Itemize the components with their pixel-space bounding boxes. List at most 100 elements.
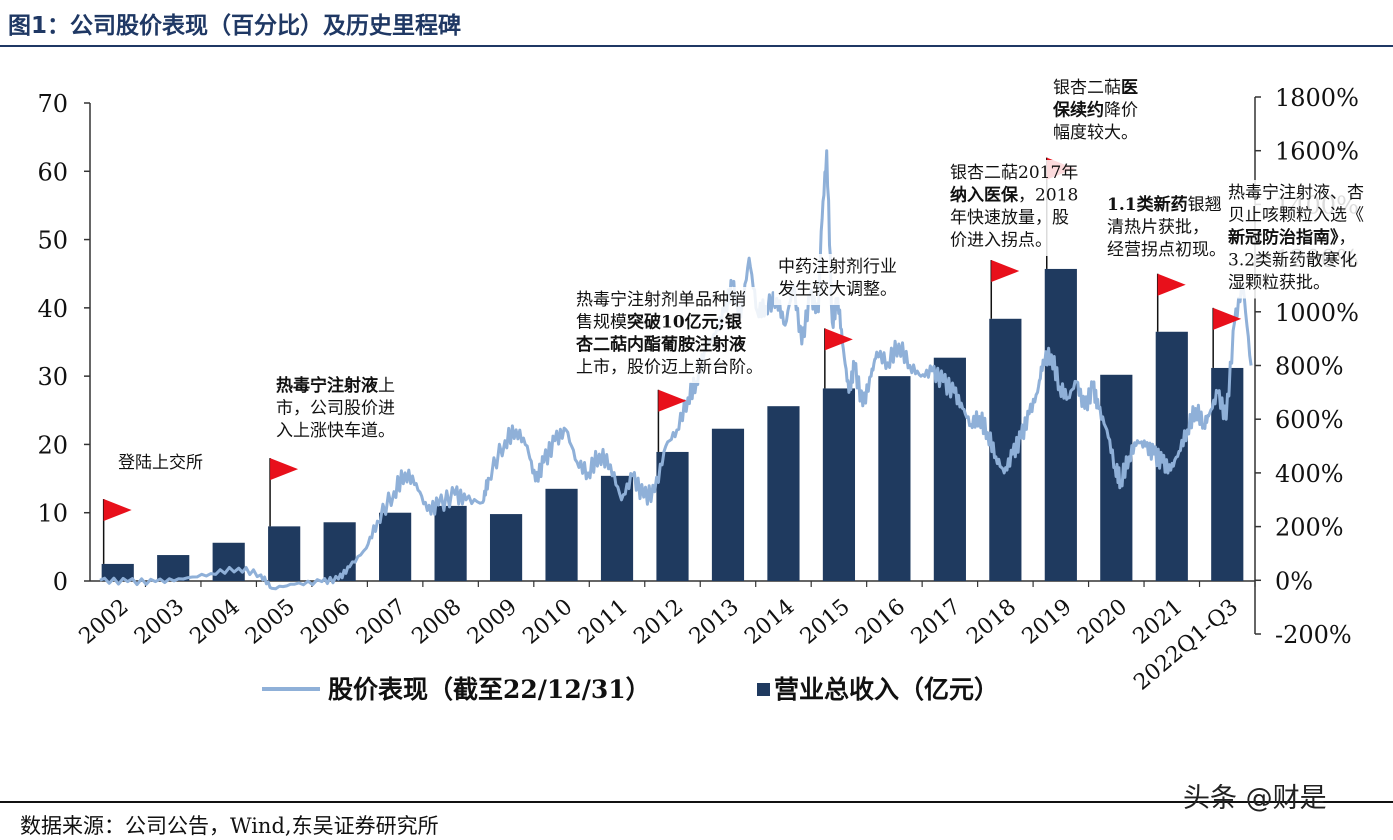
- x-tick-label: 2012: [629, 594, 688, 649]
- left-tick-label: 60: [37, 158, 68, 186]
- revenue-bar: [878, 376, 911, 581]
- milestone-flag: [270, 458, 299, 481]
- annotation-run: 湿颗粒获批。: [1228, 273, 1330, 293]
- annotation-run: 1.1类新药: [1107, 194, 1188, 215]
- annotation-bg: [114, 450, 207, 479]
- revenue-bar: [822, 388, 856, 581]
- x-tick-label: 2008: [407, 594, 466, 649]
- annotation-text: 入上涨快车道。: [276, 421, 395, 441]
- annotation-run: 银翘: [1188, 195, 1222, 215]
- figure-title: 图1：公司股价表现（百分比）及历史里程碑: [8, 13, 462, 39]
- annotation-text: 银杏二萜2017年: [950, 163, 1078, 183]
- annotation-text: 银杏二萜医: [1053, 78, 1138, 98]
- x-tick-label: 2020: [1073, 594, 1132, 649]
- annotation-text: 售规模突破10亿元;银: [576, 312, 743, 333]
- revenue-bar: [600, 475, 634, 581]
- annotation-text: 1.1类新药银翘: [1107, 194, 1222, 215]
- revenue-bar: [379, 512, 412, 581]
- annotation-text: 登陆上交所: [118, 453, 203, 473]
- left-tick-label: 50: [37, 227, 68, 255]
- annotation-run: 清热片获批，: [1107, 218, 1209, 238]
- x-tick-label: 2010: [518, 594, 577, 649]
- right-tick-label: 0%: [1275, 567, 1313, 595]
- right-tick-label: 200%: [1275, 514, 1344, 542]
- legend: 股价表现（截至22/12/31） 营业总收入（亿元）: [262, 675, 999, 704]
- milestone-flag: [658, 389, 687, 412]
- annotation-run: 热毒宁注射液: [276, 375, 378, 396]
- annotation-run: 保续约: [1052, 100, 1104, 121]
- right-tick-label: 400%: [1275, 460, 1344, 488]
- left-tick-label: 30: [37, 363, 68, 391]
- annotation-run: 杏二萜内酯葡胺注射液: [576, 334, 746, 355]
- annotation-run: 入上涨快车道。: [276, 421, 395, 441]
- left-tick-label: 20: [37, 431, 68, 459]
- annotation-text: 价进入拐点。: [950, 231, 1052, 251]
- x-tick-label: 2011: [574, 594, 633, 649]
- right-tick-label: -200%: [1275, 621, 1352, 649]
- legend-bar-swatch: [757, 683, 770, 696]
- annotation-bg: [946, 160, 1107, 256]
- right-tick-label: 600%: [1275, 406, 1344, 434]
- annotation-run: ，: [1339, 228, 1356, 248]
- annotation-text: 热毒宁注射剂单品种销: [576, 290, 746, 310]
- annotation-text: 市，公司股价进: [276, 399, 395, 419]
- milestone-flag: [991, 260, 1020, 283]
- annotation-bg: [272, 373, 399, 447]
- annotation-text: 纳入医保，2018: [950, 185, 1078, 206]
- annotation-text: 上市，股价迈上新台阶。: [576, 358, 763, 378]
- annotation-text: 热毒宁注射液上: [276, 375, 395, 396]
- x-tick-label: 2018: [962, 594, 1021, 649]
- right-tick-label: 1600%: [1275, 138, 1359, 166]
- x-tick-label: 2009: [463, 594, 522, 649]
- revenue-bars: [101, 268, 1244, 581]
- annotation-run: 价进入拐点。: [950, 231, 1052, 251]
- left-tick-label: 10: [37, 500, 68, 528]
- annotation-bg: [1049, 75, 1142, 149]
- x-tick-label: 2019: [1018, 594, 1077, 649]
- x-tick-label: 2017: [907, 594, 966, 649]
- right-tick-label: 1000%: [1275, 299, 1359, 327]
- x-tick-label: 2004: [186, 594, 245, 649]
- annotation-run: 上市，股价迈上新台阶。: [576, 358, 763, 378]
- annotation-run: 幅度较大。: [1053, 123, 1138, 143]
- annotation-run: 中药注射剂行业: [778, 257, 897, 277]
- revenue-bar: [711, 428, 745, 581]
- x-tick-label: 2014: [740, 594, 799, 649]
- annotation-text: 发生较大调整。: [778, 280, 897, 300]
- source-note: 数据来源：公司公告，Wind,东吴证券研究所: [20, 814, 439, 838]
- annotation-run: 降价: [1104, 101, 1138, 121]
- revenue-bar: [157, 555, 190, 581]
- watermark: 头条 @财是: [1183, 783, 1327, 814]
- revenue-bar: [101, 563, 134, 581]
- annotation-run: ，2018: [1018, 186, 1078, 206]
- x-tick-label: 2007: [352, 594, 411, 649]
- x-tick-label: 2015: [796, 594, 855, 649]
- annotation-run: 突破10亿元;银: [627, 312, 743, 333]
- revenue-bar: [323, 522, 356, 581]
- revenue-bar: [268, 526, 301, 581]
- annotation-run: 医: [1121, 78, 1138, 98]
- combo-chart: 0102030405060702002200320042005200620072…: [37, 75, 1385, 704]
- annotation-text: 3.2类新药散寒化: [1228, 251, 1357, 271]
- annotation-run: 纳入医保: [950, 185, 1019, 206]
- left-tick-label: 0: [53, 568, 68, 596]
- annotation-text: 湿颗粒获批。: [1228, 273, 1330, 293]
- annotation-run: 3.2类新药散寒化: [1228, 251, 1357, 271]
- x-tick-label: 2005: [241, 594, 300, 649]
- legend-bar-label: 营业总收入（亿元）: [774, 675, 999, 704]
- revenue-bar: [434, 505, 467, 581]
- annotation-run: 年快速放量，股: [950, 208, 1069, 228]
- source-rule: [0, 801, 1393, 803]
- annotation-text: 热毒宁注射液、杏: [1228, 183, 1364, 203]
- annotation-run: 银杏二萜2017年: [950, 163, 1078, 183]
- revenue-bar: [656, 451, 689, 581]
- annotation-text: 保续约降价: [1052, 100, 1138, 121]
- annotation-run: 热毒宁注射剂单品种销: [576, 290, 746, 310]
- revenue-bar: [212, 542, 245, 581]
- right-tick-label: 800%: [1275, 353, 1344, 381]
- left-tick-label: 40: [37, 295, 68, 323]
- annotation-text: 杏二萜内酯葡胺注射液: [576, 334, 746, 355]
- annotation-run: 经营拐点初现。: [1107, 240, 1226, 260]
- annotation-run: 热毒宁注射液、杏: [1228, 183, 1364, 203]
